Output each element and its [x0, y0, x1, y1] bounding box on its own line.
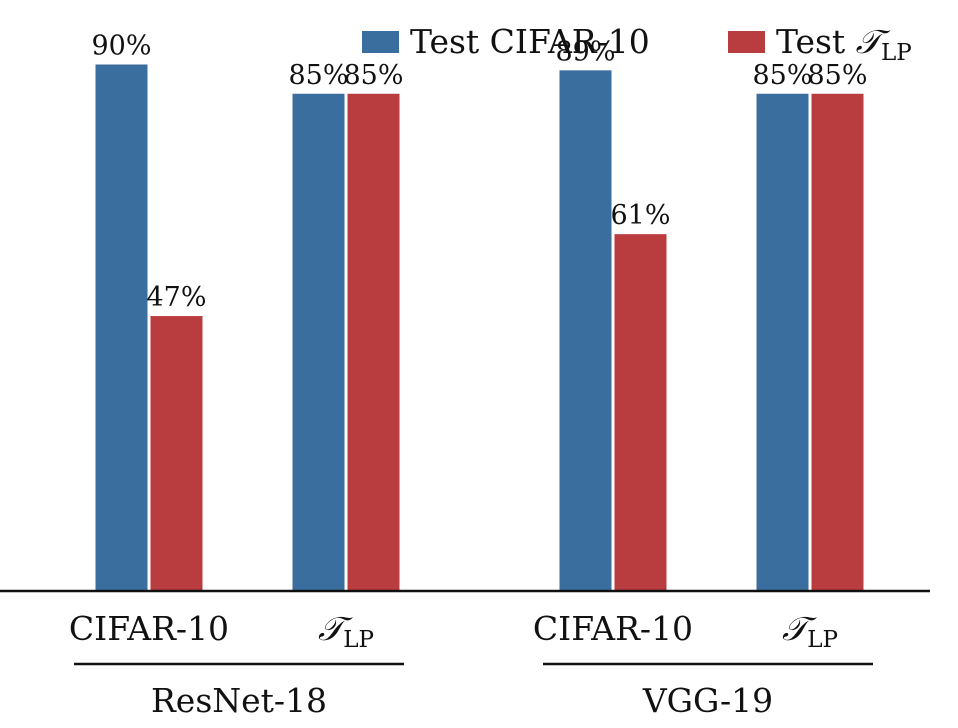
bar-vgg-19-1-series-1 [559, 70, 612, 592]
group-label-vgg-19: VGG-19 [642, 681, 773, 720]
category-label-resnet-18-2: 𝒯LP [318, 609, 374, 653]
value-label-vgg-19-1-series-1: 89% [555, 36, 615, 67]
bars [95, 64, 864, 592]
legend-label-series-2: Test 𝒯LP [776, 22, 912, 66]
value-label-vgg-19-1-series-2: 61% [610, 200, 670, 231]
category-label-vgg-19-2-subscript: LP [807, 627, 838, 653]
legend-label-series-1: Test CIFAR-10 [410, 22, 650, 61]
legend-swatch-series-1 [362, 31, 399, 53]
category-label-resnet-18-2-subscript: LP [343, 627, 374, 653]
bar-resnet-18-1-series-1 [95, 64, 148, 591]
bar-resnet-18-2-series-2 [347, 93, 400, 591]
labels: 90%47%CIFAR-1085%85%𝒯LPResNet-1889%61%CI… [69, 31, 873, 720]
value-label-vgg-19-2-series-2: 85% [807, 60, 867, 91]
legend-label-series-2-subscript: LP [881, 40, 912, 66]
category-label-resnet-18-1: CIFAR-10 [69, 609, 229, 648]
bar-resnet-18-1-series-2 [150, 316, 203, 591]
value-label-resnet-18-2-series-2: 85% [343, 60, 403, 91]
category-label-vgg-19-1: CIFAR-10 [533, 609, 693, 648]
bar-vgg-19-2-series-2 [811, 93, 864, 591]
value-label-resnet-18-1-series-1: 90% [91, 31, 151, 62]
legend-swatch-series-2 [728, 31, 765, 53]
legend: Test CIFAR-10 Test 𝒯LP [362, 22, 912, 66]
legend-label-series-2-main: Test [776, 22, 856, 61]
bar-vgg-19-2-series-1 [756, 93, 809, 591]
value-label-vgg-19-2-series-1: 85% [752, 60, 812, 91]
value-label-resnet-18-1-series-2: 47% [146, 282, 206, 313]
category-label-vgg-19-2: 𝒯LP [782, 609, 838, 653]
bar-resnet-18-2-series-1 [292, 93, 345, 591]
value-label-resnet-18-2-series-1: 85% [288, 60, 348, 91]
group-label-resnet-18: ResNet-18 [151, 681, 327, 720]
bar-vgg-19-1-series-2 [614, 234, 667, 591]
